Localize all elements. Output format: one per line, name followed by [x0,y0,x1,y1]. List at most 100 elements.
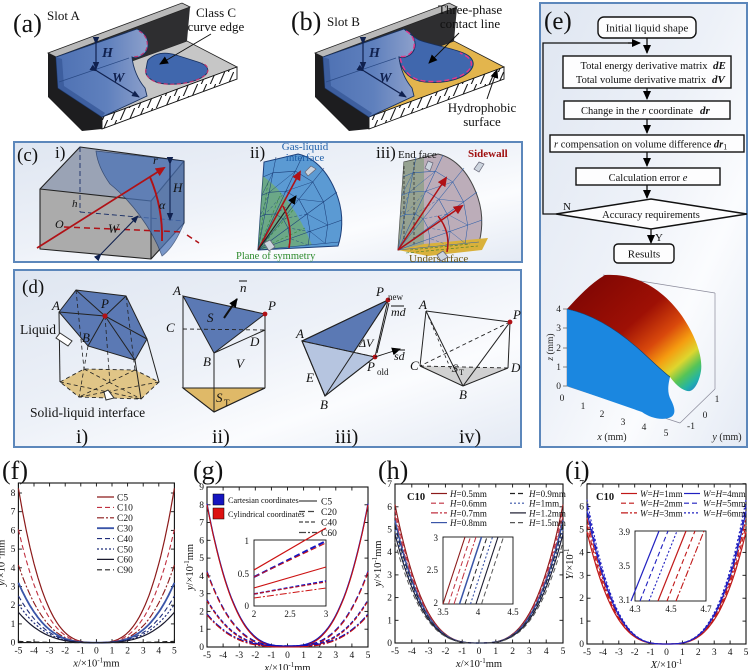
svg-text:Cartesian coordinates: Cartesian coordinates [228,496,299,505]
svg-text:C5: C5 [117,493,128,503]
svg-text:5: 5 [11,545,16,555]
svg-text:3.9: 3.9 [619,527,631,537]
svg-text:C10: C10 [117,504,133,514]
svg-text:iii): iii) [376,143,396,162]
svg-text:N: N [563,201,571,213]
svg-text:(d): (d) [22,277,44,298]
svg-text:iv): iv) [459,426,481,448]
svg-text:P: P [267,298,276,313]
svg-text:2: 2 [696,648,701,658]
svg-text:md: md [391,305,407,319]
svg-text:r compensation on volume diffe: r compensation on volume difference dr1 [554,140,727,152]
svg-text:i): i) [76,426,88,448]
svg-text:A: A [295,326,304,341]
svg-text:1: 1 [11,620,16,630]
svg-text:C90: C90 [117,566,133,576]
svg-text:3: 3 [324,609,329,619]
svg-text:n: n [240,280,247,295]
svg-text:3: 3 [387,571,392,581]
svg-text:4.7: 4.7 [700,604,712,614]
svg-text:dr: dr [700,105,711,117]
svg-text:interface: interface [286,152,325,164]
svg-text:5: 5 [579,526,584,536]
svg-text:3: 3 [579,571,584,581]
svg-text:iii): iii) [335,426,358,448]
svg-text:4: 4 [642,423,647,433]
svg-text:3: 3 [141,647,146,657]
svg-text:5: 5 [199,554,204,564]
svg-text:W=H=6mm: W=H=6mm [703,508,746,518]
svg-text:1: 1 [581,402,586,412]
svg-text:S: S [216,390,223,405]
svg-text:4.5: 4.5 [507,607,519,617]
svg-text:2: 2 [600,410,605,420]
svg-text:5: 5 [664,429,669,439]
svg-text:C10: C10 [596,492,614,503]
svg-text:H=1mm: H=1mm [528,499,559,509]
svg-text:6: 6 [199,536,204,546]
svg-text:B: B [459,387,467,402]
svg-text:C40: C40 [117,535,133,545]
svg-text:A: A [418,297,427,312]
svg-text:B: B [203,354,211,369]
svg-text:y (mm): y (mm) [711,432,741,443]
svg-text:Undersurface: Undersurface [409,253,468,265]
svg-text:S: S [207,310,214,325]
svg-text:P: P [375,284,384,299]
svg-text:C5: C5 [321,498,332,508]
svg-text:C30: C30 [117,525,133,535]
svg-text:W: W [379,71,393,86]
svg-text:H=0.8mm: H=0.8mm [449,518,487,528]
svg-text:5: 5 [172,647,177,657]
svg-text:2.5: 2.5 [427,565,439,575]
svg-text:5: 5 [366,651,371,661]
svg-text:-4: -4 [30,647,38,657]
svg-text:x/×10-1mm: x/×10-1mm [455,657,502,670]
svg-text:V: V [236,356,246,371]
svg-text:ii): ii) [212,426,230,448]
svg-text:0: 0 [664,648,669,658]
svg-text:4: 4 [350,651,355,661]
svg-text:H: H [368,46,381,61]
svg-text:7: 7 [199,519,204,529]
svg-text:C20: C20 [117,514,133,524]
svg-text:2: 2 [510,647,515,657]
svg-text:End face: End face [398,149,437,161]
svg-text:0: 0 [11,639,16,649]
svg-text:X/×10-1: X/×10-1 [650,658,683,670]
svg-text:0: 0 [579,640,584,650]
svg-text:5: 5 [387,526,392,536]
svg-text:H=0.7mm: H=0.7mm [449,508,487,518]
svg-text:x/×10-1mm: x/×10-1mm [263,661,310,670]
svg-text:4: 4 [199,572,204,582]
svg-text:0: 0 [477,647,482,657]
svg-text:8: 8 [199,501,204,511]
svg-text:P: P [366,359,375,374]
svg-text:3: 3 [556,324,561,334]
svg-text:y/×10-1mm: y/×10-1mm [371,540,384,587]
svg-text:1: 1 [715,395,720,405]
svg-text:6: 6 [11,526,16,536]
svg-text:4.5: 4.5 [665,604,677,614]
svg-text:new: new [388,292,403,302]
svg-text:B: B [320,397,328,412]
svg-text:A: A [172,283,181,298]
svg-text:0: 0 [703,411,708,421]
svg-text:surface: surface [463,114,501,129]
svg-text:2: 2 [199,607,204,617]
svg-text:dE: dE [713,60,726,72]
svg-text:4: 4 [11,564,16,574]
svg-text:C60: C60 [321,529,337,539]
svg-text:-4: -4 [599,648,607,658]
svg-text:3: 3 [621,418,626,428]
svg-text:dV: dV [712,74,727,86]
svg-text:4: 4 [476,607,481,617]
svg-text:H=1.2mm: H=1.2mm [528,508,566,518]
svg-text:W: W [108,221,120,236]
svg-text:7: 7 [579,480,584,490]
svg-text:1: 1 [680,648,685,658]
svg-text:W=H=2mm: W=H=2mm [640,499,683,509]
svg-text:T: T [459,368,464,377]
svg-text:0.5: 0.5 [238,569,250,579]
svg-text:1: 1 [245,536,250,546]
